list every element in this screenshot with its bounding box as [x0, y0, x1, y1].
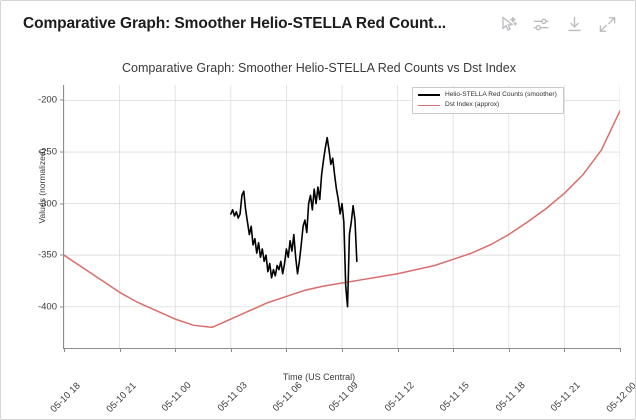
y-tick-label: -350 — [37, 249, 57, 261]
series-line-dst — [64, 110, 620, 329]
x-tick-mark — [175, 348, 177, 352]
x-tick-label: 05-11 06 — [271, 380, 305, 414]
y-tick-mark — [60, 254, 64, 256]
legend-label: Dst Index (approx) — [445, 101, 500, 108]
chart-title: Comparative Graph: Smoother Helio-STELLA… — [122, 61, 516, 75]
x-tick-mark — [564, 348, 566, 352]
legend-swatch-dst — [418, 104, 440, 106]
ai-edit-icon[interactable] — [499, 15, 518, 34]
x-tick-mark — [230, 348, 232, 352]
card-header: Comparative Graph: Smoother Helio-STELLA… — [1, 1, 635, 47]
gridlines — [64, 85, 620, 348]
x-tick-label: 05-11 21 — [549, 380, 583, 414]
sliders-icon[interactable] — [532, 15, 551, 34]
chart-figure: Comparative Graph: Smoother Helio-STELLA… — [1, 47, 635, 419]
download-icon[interactable] — [565, 15, 584, 34]
page-title: Comparative Graph: Smoother Helio-STELLA… — [23, 15, 446, 32]
x-tick-mark — [397, 348, 399, 352]
legend-item: Dst Index (approx) — [418, 101, 557, 109]
y-tick-mark — [60, 306, 64, 308]
plot-canvas — [64, 85, 620, 348]
y-tick-mark — [60, 99, 64, 101]
legend-label: Helio-STELLA Red Counts (smoother) — [445, 91, 557, 98]
x-tick-label: 05-11 09 — [326, 380, 361, 414]
x-tick-mark — [119, 348, 121, 352]
x-axis-label: Time (US Central) — [282, 372, 356, 382]
x-tick-mark — [64, 348, 65, 352]
y-tick-label: -200 — [37, 94, 57, 106]
x-tick-label: 05-12 00 — [604, 380, 636, 415]
x-tick-label: 05-11 12 — [382, 380, 417, 414]
plot-area: -200 -250 -300 -350 -400 05-10 18 05-10 21 05-… — [37, 85, 635, 415]
x-tick-mark — [286, 348, 288, 352]
x-tick-label: 05-11 00 — [159, 380, 194, 414]
x-tick-label: 05-11 18 — [493, 380, 528, 414]
series-line-helio — [230, 136, 358, 308]
x-tick-mark — [620, 348, 621, 352]
y-tick-label: -400 — [37, 301, 57, 313]
legend-item: Helio-STELLA Red Counts (smoother) — [418, 91, 557, 99]
y-tick-label: -300 — [37, 198, 57, 210]
y-tick-mark — [60, 151, 64, 153]
x-tick-label: 05-11 15 — [437, 380, 472, 414]
y-tick-label: -250 — [37, 146, 57, 158]
x-tick-mark — [342, 348, 343, 352]
y-axis-label: Values (normalized) — [37, 148, 47, 224]
x-tick-mark — [508, 348, 510, 352]
header-actions — [499, 15, 623, 34]
expand-icon[interactable] — [598, 15, 617, 34]
y-tick-mark — [60, 203, 64, 205]
x-tick-label: 05-11 03 — [215, 380, 250, 414]
x-tick-mark — [453, 348, 455, 352]
x-tick-label: 05-10 18 — [48, 380, 83, 415]
chart-legend: Helio-STELLA Red Counts (smoother) Dst I… — [412, 87, 564, 114]
x-tick-label: 05-10 21 — [104, 380, 139, 415]
legend-swatch-helio — [418, 94, 440, 96]
